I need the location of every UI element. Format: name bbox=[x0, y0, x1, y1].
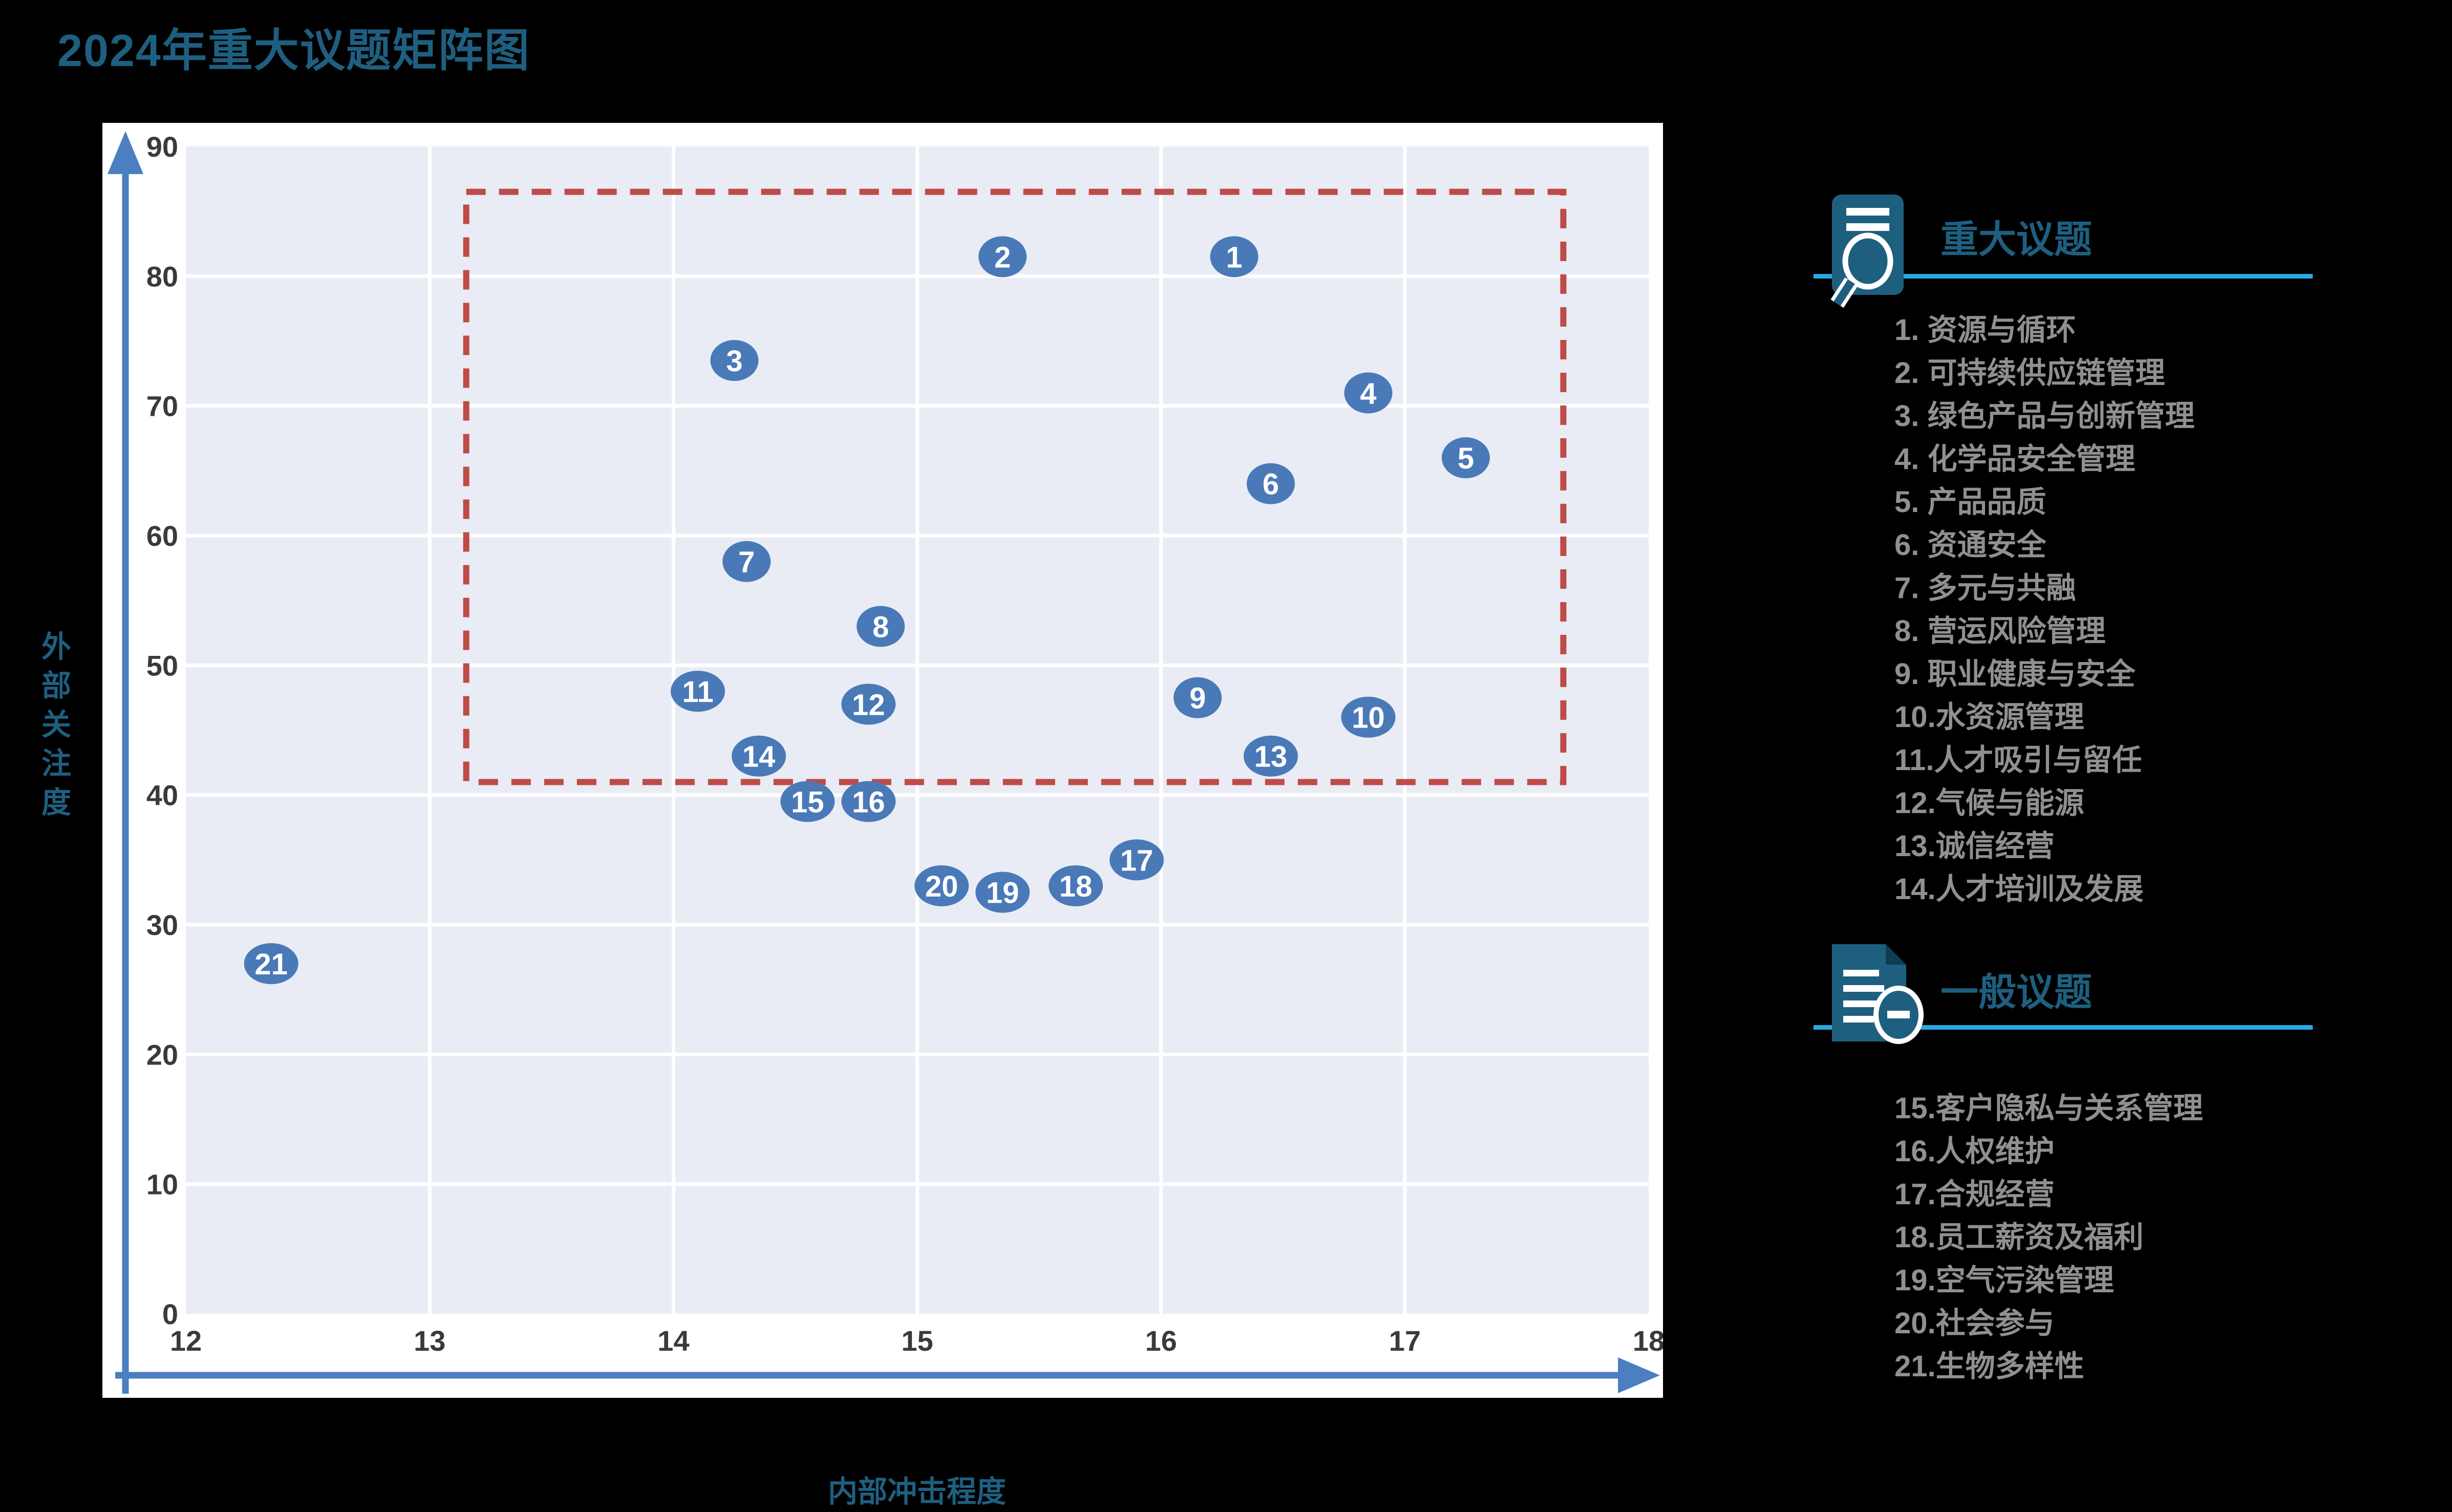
data-point-5-marker bbox=[1441, 437, 1490, 478]
legend-item-general-5: 19.空气污染管理 bbox=[1894, 1264, 2114, 1297]
data-point-12-label: 12 bbox=[852, 688, 885, 721]
x-tick-label-15: 15 bbox=[901, 1325, 933, 1357]
legend-item-general-7: 21.生物多样性 bbox=[1894, 1350, 2084, 1383]
legend-item-general-1: 15.客户隐私与关系管理 bbox=[1894, 1092, 2203, 1125]
data-point-19-label: 19 bbox=[986, 877, 1019, 910]
data-point-3-label: 3 bbox=[726, 345, 742, 378]
data-point-6-marker bbox=[1246, 463, 1295, 504]
data-point-10-marker bbox=[1341, 696, 1396, 738]
data-point-16-label: 16 bbox=[852, 785, 885, 819]
x-tick-label-14: 14 bbox=[657, 1325, 689, 1357]
data-point-9-label: 9 bbox=[1189, 682, 1206, 715]
major-legend-list: 1. 资源与循环 2. 可持续供应链管理 3. 绿色产品与创新管理 4. 化学品安全管… bbox=[1894, 309, 2355, 911]
data-point-7-label: 7 bbox=[738, 546, 755, 579]
data-point-21-marker bbox=[244, 943, 298, 984]
data-point-2-label: 2 bbox=[994, 241, 1011, 274]
data-point-5-label: 5 bbox=[1458, 442, 1474, 475]
data-point-19-marker bbox=[975, 871, 1030, 913]
data-point-9-marker bbox=[1174, 677, 1222, 718]
data-point-18-marker bbox=[1049, 865, 1103, 906]
x-tick-label-13: 13 bbox=[414, 1325, 445, 1357]
data-point-8-marker bbox=[857, 606, 905, 647]
data-point-8-label: 8 bbox=[872, 610, 889, 644]
y-tick-label-40: 40 bbox=[146, 779, 178, 812]
legend-item-major-4: 4. 化学品安全管理 bbox=[1894, 442, 2136, 476]
general-legend-list: 15.客户隐私与关系管理 16.人权维护 17.合规经营 18.员工薪资及福利 19.空… bbox=[1894, 1087, 2355, 1388]
data-point-18-label: 18 bbox=[1059, 870, 1093, 903]
data-point-3-marker bbox=[710, 340, 759, 381]
legend-item-major-7: 7. 多元与共融 bbox=[1894, 571, 2076, 605]
legend-item-major-6: 6. 资通安全 bbox=[1894, 528, 2046, 562]
legend-item-general-6: 20.社会参与 bbox=[1894, 1307, 2055, 1340]
data-point-4-label: 4 bbox=[1360, 377, 1376, 410]
data-point-15-label: 15 bbox=[791, 785, 824, 819]
data-point-15-marker bbox=[780, 781, 835, 822]
x-tick-label-17: 17 bbox=[1389, 1325, 1421, 1357]
data-point-10-label: 10 bbox=[1352, 701, 1385, 735]
x-tick-label-18: 18 bbox=[1633, 1325, 1663, 1357]
x-tick-label-16: 16 bbox=[1145, 1325, 1177, 1357]
legend-item-major-10: 10.水资源管理 bbox=[1894, 700, 2084, 734]
legend-item-general-2: 16.人权维护 bbox=[1894, 1135, 2055, 1168]
material-issues-highlight-box bbox=[463, 188, 1567, 785]
y-tick-label-10: 10 bbox=[146, 1168, 178, 1201]
y-tick-label-90: 90 bbox=[146, 131, 178, 163]
x-axis-title: 内部冲击程度 bbox=[827, 1475, 1007, 1508]
data-point-11-marker bbox=[670, 671, 725, 712]
data-point-17-marker bbox=[1110, 839, 1164, 881]
legend-item-general-3: 17.合规经营 bbox=[1894, 1178, 2055, 1211]
data-point-20-marker bbox=[914, 865, 969, 906]
data-point-14-label: 14 bbox=[742, 740, 776, 774]
page-title: 2024年重大议题矩阵图 bbox=[57, 25, 530, 76]
document-minus-icon bbox=[1832, 944, 1924, 1044]
legend-item-major-3: 3. 绿色产品与创新管理 bbox=[1894, 399, 2195, 433]
major-legend-title: 重大议题 bbox=[1941, 218, 2092, 261]
data-point-4-marker bbox=[1344, 372, 1393, 414]
y-tick-label-60: 60 bbox=[146, 520, 178, 552]
data-point-17-label: 17 bbox=[1120, 844, 1154, 877]
y-tick-label-30: 30 bbox=[146, 909, 178, 941]
y-tick-label-70: 70 bbox=[146, 390, 178, 422]
data-point-1-label: 1 bbox=[1226, 241, 1242, 274]
data-point-16-marker bbox=[841, 781, 896, 822]
x-tick-label-12: 12 bbox=[170, 1325, 202, 1357]
legend-item-major-5: 5. 产品品质 bbox=[1894, 485, 2046, 519]
data-point-11-label: 11 bbox=[682, 675, 713, 709]
x-axis-arrow-icon bbox=[1618, 1357, 1660, 1393]
data-point-13-marker bbox=[1243, 735, 1298, 777]
legend-item-major-12: 12.气候与能源 bbox=[1894, 786, 2084, 820]
legend-item-major-13: 13.诚信经营 bbox=[1894, 829, 2055, 863]
data-point-6-label: 6 bbox=[1263, 468, 1279, 501]
y-tick-label-80: 80 bbox=[146, 260, 178, 292]
general-legend-title: 一般议题 bbox=[1941, 971, 2092, 1013]
y-tick-label-0: 0 bbox=[162, 1298, 178, 1330]
legend-item-general-4: 18.员工薪资及福利 bbox=[1894, 1221, 2144, 1254]
data-point-20-label: 20 bbox=[925, 870, 958, 903]
general-legend-underline bbox=[1814, 1025, 2313, 1030]
data-point-14-marker bbox=[731, 735, 786, 777]
legend-item-major-11: 11.人才吸引与留任 bbox=[1894, 743, 2142, 777]
major-legend-underline bbox=[1814, 274, 2313, 279]
y-tick-label-20: 20 bbox=[146, 1038, 178, 1071]
legend-item-major-14: 14.人才培训及发展 bbox=[1894, 872, 2144, 906]
legend-item-major-2: 2. 可持续供应链管理 bbox=[1894, 356, 2165, 390]
data-point-21-label: 21 bbox=[254, 948, 288, 981]
data-point-2-marker bbox=[978, 236, 1027, 278]
data-point-7-marker bbox=[722, 541, 771, 582]
data-point-13-label: 13 bbox=[1254, 740, 1288, 774]
data-point-12-marker bbox=[841, 684, 896, 725]
legend-item-major-1: 1. 资源与循环 bbox=[1894, 313, 2076, 347]
y-tick-label-50: 50 bbox=[146, 649, 178, 682]
legend-item-major-8: 8. 营运风险管理 bbox=[1894, 614, 2106, 648]
legend-item-major-9: 9. 职业健康与安全 bbox=[1894, 657, 2136, 691]
y-axis-arrow-icon bbox=[108, 131, 143, 174]
report-magnifier-icon bbox=[1830, 195, 1904, 308]
chart-panel: 0 10 20 30 40 50 60 70 80 90 12 13 14 15 16 17 18 1 2 3 4 5 6 7… bbox=[102, 123, 1663, 1398]
y-axis-title: 外部关注度 bbox=[37, 631, 70, 825]
data-point-1-marker bbox=[1210, 236, 1259, 278]
